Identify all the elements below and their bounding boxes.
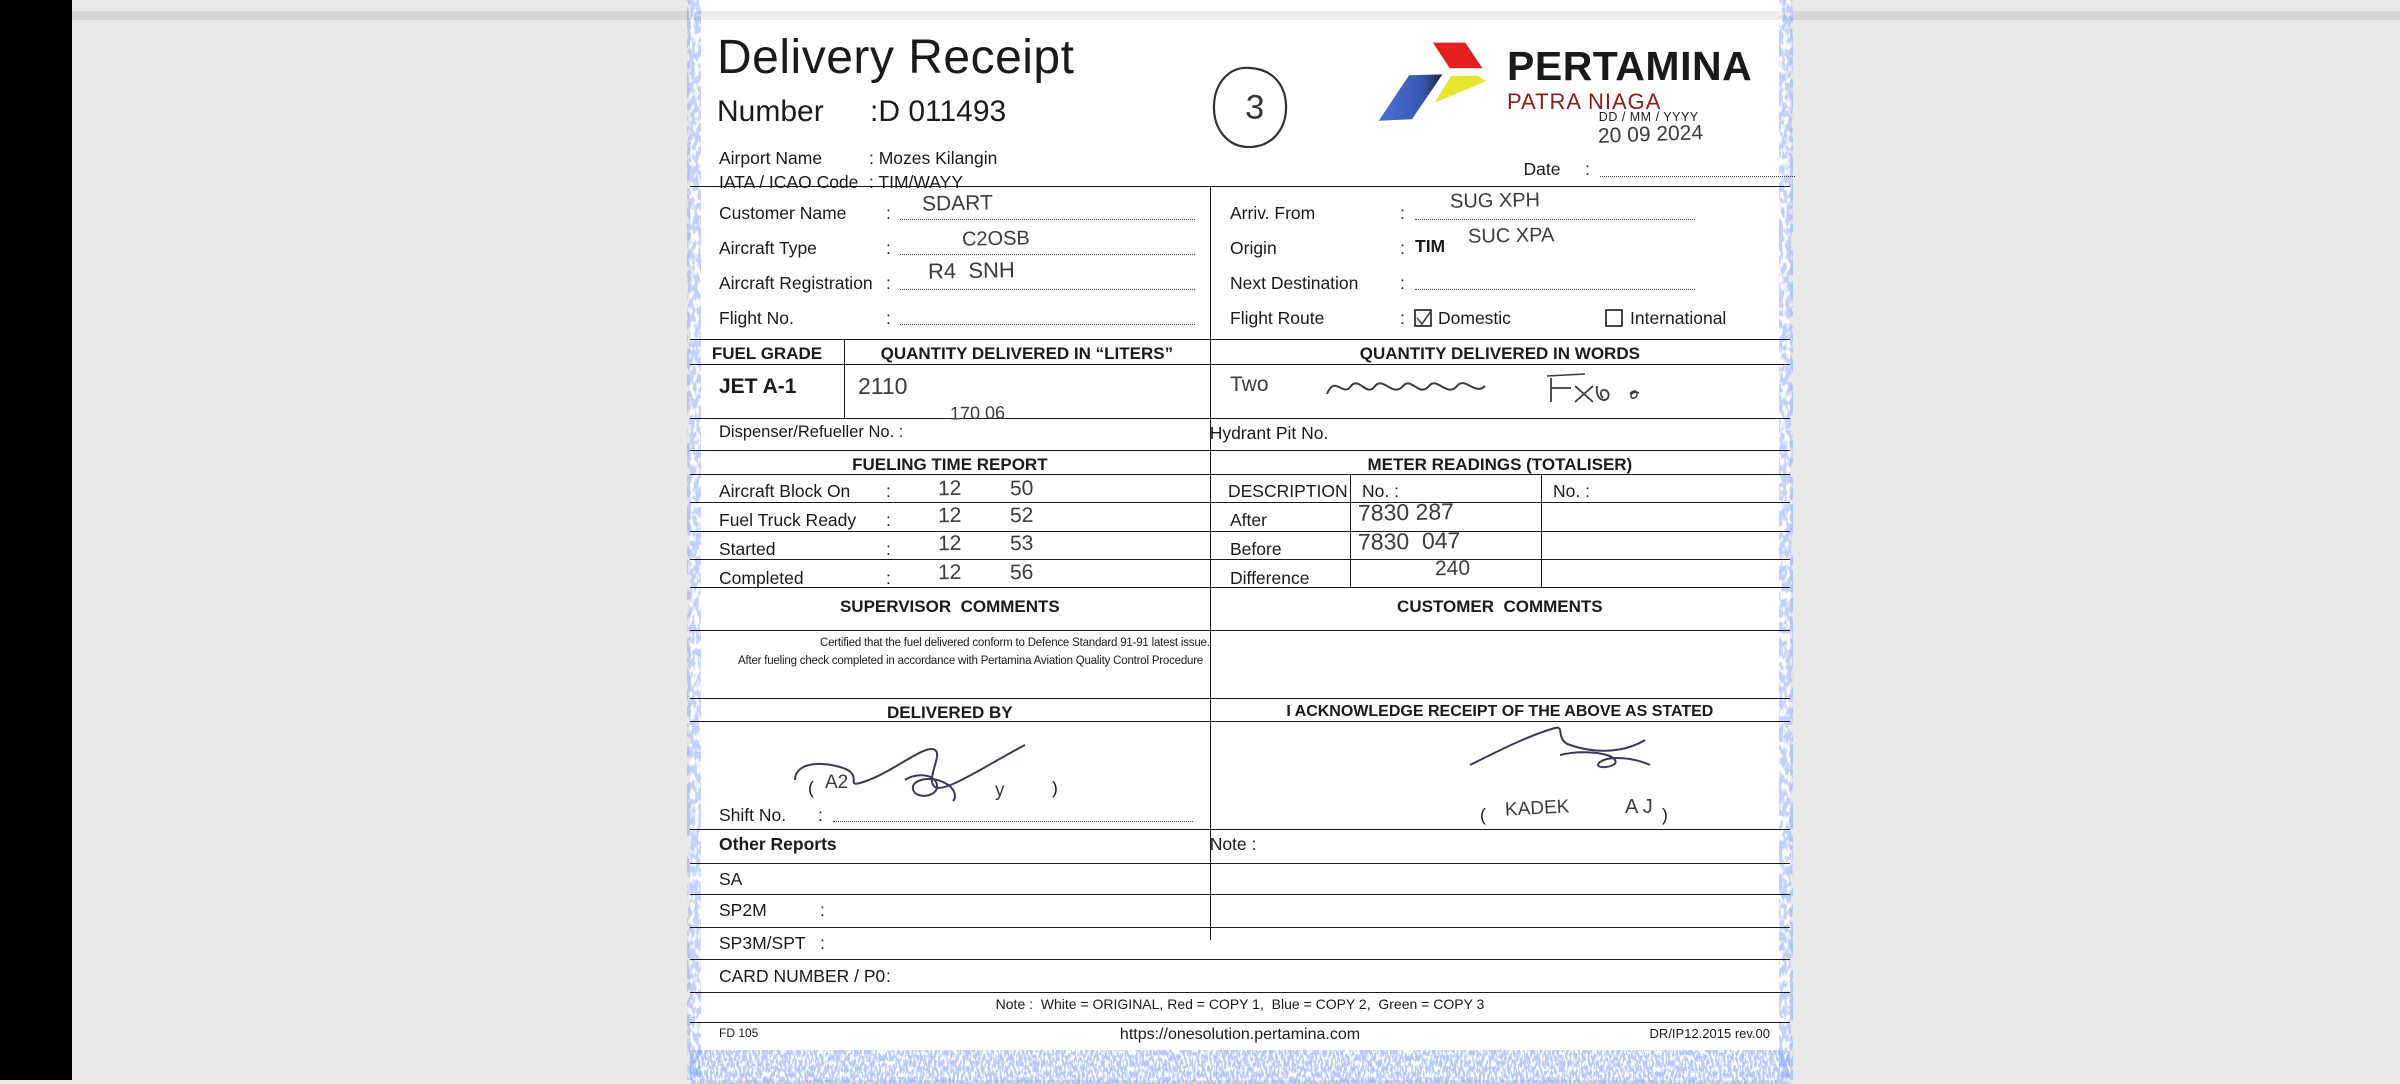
svg-text:PERTAMINA: PERTAMINA xyxy=(1507,43,1752,89)
svg-text:3: 3 xyxy=(1244,88,1265,127)
